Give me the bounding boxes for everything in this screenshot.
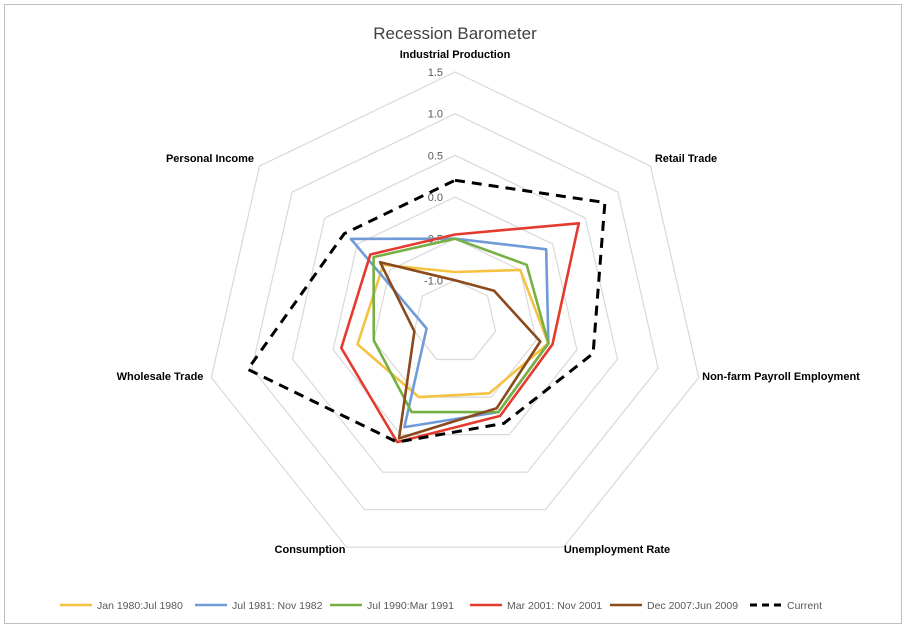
axis-label: Retail Trade [655,153,717,165]
legend: Jan 1980:Jul 1980 Jul 1981: Nov 1982 Jul 1… [60,600,822,612]
legend-label: Mar 2001: Nov 2001 [507,600,602,612]
series-line [356,263,550,399]
axis-label: Consumption [275,544,346,556]
legend-label: Jul 1990:Mar 1991 [367,600,454,612]
axis-label: Unemployment Rate [564,544,670,556]
axis-label: Industrial Production [400,49,511,61]
series-line [339,222,581,444]
series-line [378,260,542,440]
tick-label: -1.0 [424,275,443,287]
grid-ring [291,154,619,473]
legend-label: Jul 1981: Nov 1982 [232,600,323,612]
data-series [246,178,607,444]
axis-label: Non-farm Payroll Employment [702,371,860,383]
legend-label: Dec 2007:Jun 2009 [647,600,738,612]
radar-grid [210,71,700,548]
series-line [349,237,550,429]
grid-ring [251,113,659,511]
grid-ring [413,279,497,361]
legend-label: Jan 1980:Jul 1980 [97,600,183,612]
tick-label: 0.5 [428,150,443,162]
grid-ring [332,196,578,436]
axis-label: Wholesale Trade [117,371,204,383]
chart-frame [4,4,902,624]
tick-label: 1.5 [428,67,443,79]
legend-label: Current [787,600,822,612]
tick-label: 1.0 [428,109,443,121]
tick-label: 0.0 [428,192,443,204]
chart-title: Recession Barometer [373,24,537,43]
grid-ring [210,71,700,548]
axis-label: Personal Income [166,153,254,165]
series-line [372,237,550,414]
axis-labels: Industrial Production Retail Trade Non-far… [117,49,861,556]
radial-tick-labels: -1.0-0.50.00.51.01.5 [424,67,443,287]
series-line [246,178,607,444]
